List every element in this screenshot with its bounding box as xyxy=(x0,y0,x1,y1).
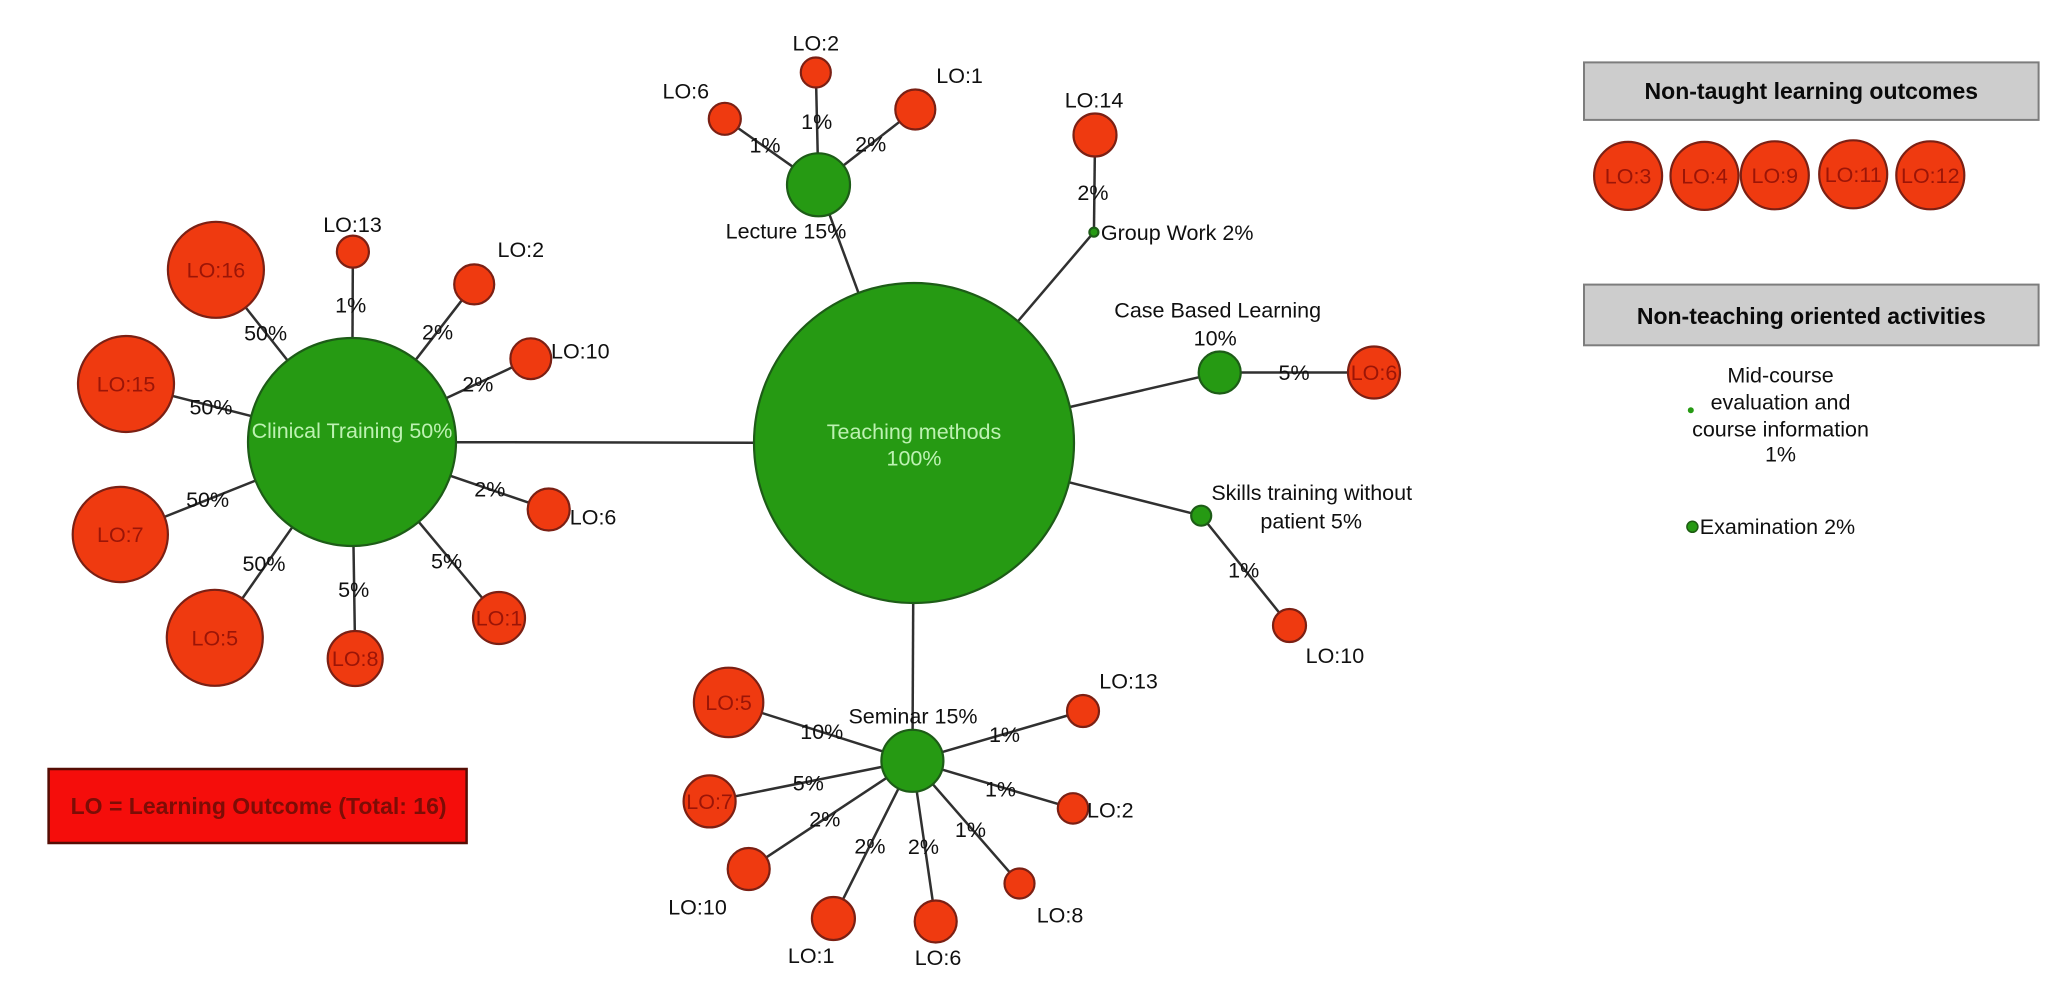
svg-text:1%: 1% xyxy=(1228,559,1259,583)
svg-text:LO:14: LO:14 xyxy=(1065,89,1124,113)
svg-text:LO:10: LO:10 xyxy=(1306,644,1365,668)
svg-text:LO:8: LO:8 xyxy=(332,647,379,671)
svg-text:evaluation and: evaluation and xyxy=(1711,391,1851,415)
svg-text:Skills training without: Skills training without xyxy=(1211,481,1412,505)
svg-text:LO:5: LO:5 xyxy=(705,691,752,715)
svg-text:Seminar 15%: Seminar 15% xyxy=(848,705,977,729)
svg-text:1%: 1% xyxy=(985,778,1016,802)
svg-text:LO:6: LO:6 xyxy=(915,946,962,970)
svg-text:LO:1: LO:1 xyxy=(788,944,835,968)
svg-text:LO = Learning Outcome (Total:: LO = Learning Outcome (Total: 16) xyxy=(71,793,447,819)
svg-text:LO:3: LO:3 xyxy=(1605,165,1652,189)
svg-text:LO:7: LO:7 xyxy=(686,790,733,814)
svg-text:LO:13: LO:13 xyxy=(323,213,382,237)
svg-text:LO:6: LO:6 xyxy=(1351,361,1398,385)
svg-text:2%: 2% xyxy=(474,477,505,501)
svg-text:2%: 2% xyxy=(422,320,453,344)
svg-text:1%: 1% xyxy=(749,134,780,158)
svg-text:1%: 1% xyxy=(955,818,986,842)
svg-text:LO:6: LO:6 xyxy=(662,79,709,103)
svg-text:5%: 5% xyxy=(338,578,369,602)
svg-text:LO:7: LO:7 xyxy=(97,523,144,547)
svg-text:1%: 1% xyxy=(335,293,366,317)
svg-text:LO:5: LO:5 xyxy=(191,627,238,651)
svg-text:2%: 2% xyxy=(462,373,493,397)
svg-text:2%: 2% xyxy=(908,835,939,859)
svg-text:Mid-course: Mid-course xyxy=(1727,364,1833,388)
svg-text:LO:9: LO:9 xyxy=(1751,164,1798,188)
svg-text:Group Work 2%: Group Work 2% xyxy=(1101,221,1254,245)
svg-text:Non-taught learning outcomes: Non-taught learning outcomes xyxy=(1645,78,1979,104)
svg-text:Case Based Learning: Case Based Learning xyxy=(1114,299,1321,323)
svg-text:Teaching methods: Teaching methods xyxy=(827,420,1002,444)
svg-text:LO:2: LO:2 xyxy=(1087,799,1134,823)
svg-text:LO:11: LO:11 xyxy=(1825,163,1882,187)
svg-text:50%: 50% xyxy=(189,395,232,419)
svg-text:2%: 2% xyxy=(855,133,886,157)
svg-text:LO:6: LO:6 xyxy=(570,506,617,530)
svg-text:LO:8: LO:8 xyxy=(1037,904,1084,928)
svg-text:course information: course information xyxy=(1692,418,1869,442)
svg-text:Examination 2%: Examination 2% xyxy=(1700,515,1855,539)
svg-text:LO:10: LO:10 xyxy=(551,340,610,364)
svg-text:5%: 5% xyxy=(431,549,462,573)
svg-text:LO:15: LO:15 xyxy=(97,373,156,397)
svg-text:Non-teaching oriented activiti: Non-teaching oriented activities xyxy=(1637,303,1986,329)
svg-text:10%: 10% xyxy=(1194,327,1237,351)
svg-text:LO:10: LO:10 xyxy=(668,896,727,920)
svg-text:5%: 5% xyxy=(793,772,824,796)
svg-text:2%: 2% xyxy=(854,835,885,859)
svg-text:LO:2: LO:2 xyxy=(792,32,839,56)
svg-text:LO:2: LO:2 xyxy=(497,238,544,262)
svg-text:50%: 50% xyxy=(186,488,229,512)
svg-text:LO:1: LO:1 xyxy=(476,607,523,631)
svg-text:100%: 100% xyxy=(887,446,942,470)
svg-text:50%: 50% xyxy=(244,322,287,346)
svg-text:5%: 5% xyxy=(1279,361,1310,385)
svg-text:LO:1: LO:1 xyxy=(936,64,983,88)
svg-text:Clinical Training 50%: Clinical Training 50% xyxy=(252,419,453,443)
svg-text:LO:12: LO:12 xyxy=(1901,164,1960,188)
svg-text:10%: 10% xyxy=(800,720,843,744)
svg-text:1%: 1% xyxy=(1765,442,1796,466)
svg-text:LO:13: LO:13 xyxy=(1099,669,1158,693)
svg-text:patient 5%: patient 5% xyxy=(1260,509,1362,533)
svg-text:2%: 2% xyxy=(1077,181,1108,205)
svg-text:LO:16: LO:16 xyxy=(187,259,246,283)
svg-text:50%: 50% xyxy=(242,552,285,576)
svg-text:LO:4: LO:4 xyxy=(1681,165,1728,189)
svg-text:2%: 2% xyxy=(809,808,840,832)
svg-text:1%: 1% xyxy=(801,110,832,134)
svg-text:Lecture 15%: Lecture 15% xyxy=(726,220,847,244)
svg-text:1%: 1% xyxy=(989,723,1020,747)
